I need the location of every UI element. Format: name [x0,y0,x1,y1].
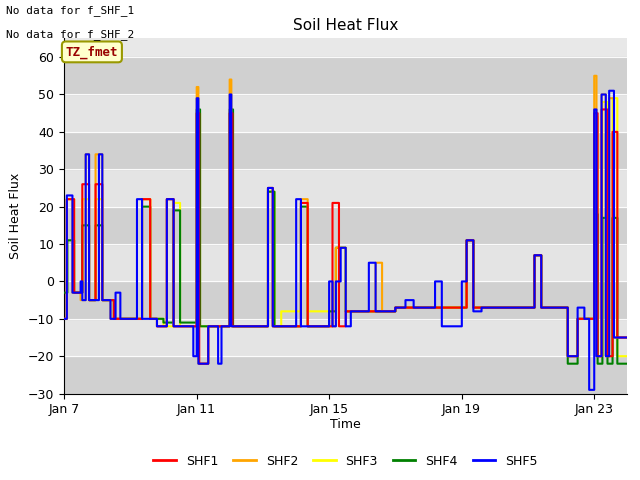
SHF5 [334,278,342,284]
Line: SHF5: SHF5 [64,91,627,390]
SHF4 [89,297,97,303]
SHF1 [319,324,327,329]
SHF2 [607,96,614,101]
Line: SHF4: SHF4 [64,109,627,364]
Bar [64,244,627,281]
SHF4 [504,305,511,311]
Bar [64,281,627,319]
SHF5 [60,316,68,322]
Y-axis label: Soil Heat Flux: Soil Heat Flux [10,173,22,259]
SHF5 [89,297,97,303]
SHF4 [319,324,327,329]
SHF5 [504,305,511,311]
Text: No data for f_SHF_1: No data for f_SHF_1 [6,5,134,16]
X-axis label: Time: Time [330,418,361,431]
SHF1 [504,305,511,311]
SHF2 [319,324,327,329]
SHF4 [607,361,614,367]
SHF1 [89,297,97,303]
SHF4 [607,361,614,367]
Bar [64,57,627,95]
Bar [64,356,627,394]
SHF3 [607,353,614,359]
SHF3 [607,353,614,359]
Bar [64,132,627,169]
SHF1 [334,200,342,206]
SHF5 [607,88,614,94]
SHF2 [334,245,342,251]
Line: SHF3: SHF3 [64,98,627,356]
SHF1 [607,353,614,359]
Bar [64,169,627,207]
SHF3 [89,297,97,303]
SHF2 [60,316,68,322]
Bar [64,95,627,132]
SHF3 [319,309,327,314]
SHF5 [607,88,614,94]
Title: Soil Heat Flux: Soil Heat Flux [293,18,398,33]
Line: SHF2: SHF2 [64,76,627,364]
Legend: SHF1, SHF2, SHF3, SHF4, SHF5: SHF1, SHF2, SHF3, SHF4, SHF5 [148,450,543,473]
SHF5 [319,324,327,329]
SHF3 [60,316,68,322]
Line: SHF1: SHF1 [64,109,627,364]
Text: No data for f_SHF_2: No data for f_SHF_2 [6,29,134,40]
SHF1 [60,316,68,322]
SHF4 [334,245,342,251]
SHF3 [504,305,511,311]
Text: TZ_fmet: TZ_fmet [66,45,118,59]
SHF2 [504,305,511,311]
SHF4 [60,290,68,296]
SHF1 [607,353,614,359]
Bar [64,319,627,356]
Bar [64,207,627,244]
SHF2 [89,297,97,303]
SHF2 [607,96,614,101]
SHF3 [334,245,342,251]
